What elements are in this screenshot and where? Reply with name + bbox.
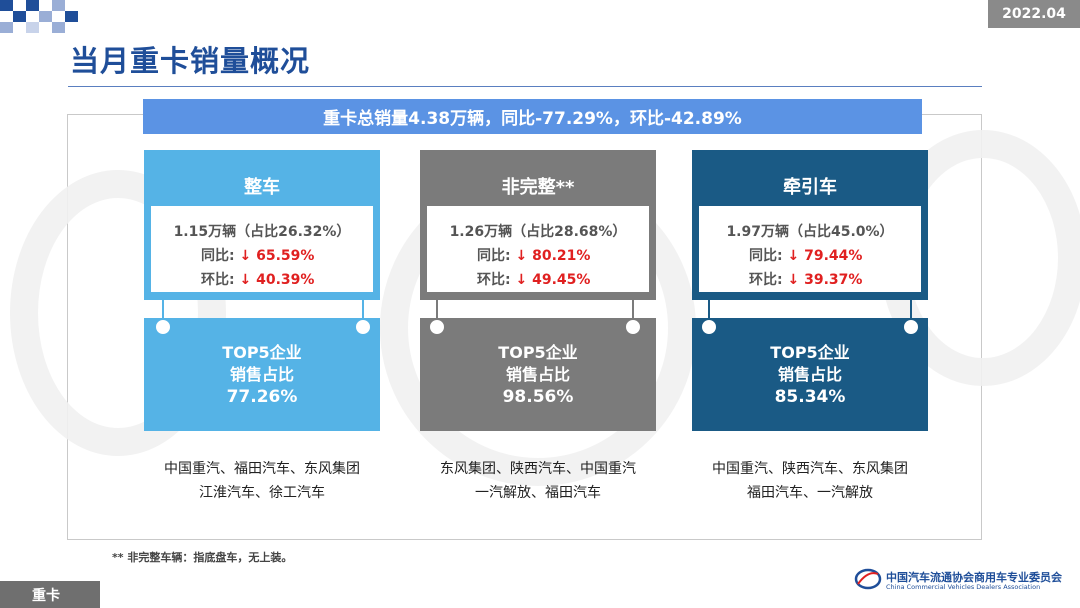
card-share: 1.15万辆（占比26.32%） (173, 224, 351, 240)
connector-dot (154, 318, 172, 336)
connector-dot (700, 318, 718, 336)
connector-line (362, 300, 364, 318)
card-share: 1.26万辆（占比28.68%） (449, 224, 627, 240)
top5-line1: TOP5企业 (498, 342, 578, 362)
company-line: 中国重汽、陕西汽车、东风集团 (712, 461, 908, 477)
card-stats: 1.26万辆（占比28.68%） 同比: ↓ 80.21% 环比: ↓ 49.4… (427, 206, 649, 292)
top5-line1: TOP5企业 (222, 342, 302, 362)
mom-label: 环比: (201, 272, 235, 288)
company-list: 东风集团、陕西汽车、中国重汽 一汽解放、福田汽车 (398, 457, 678, 505)
yoy-label: 同比: (749, 248, 783, 264)
logo-icon (854, 568, 882, 590)
mom-value: ↓ 49.45% (515, 272, 591, 288)
card-title: 非完整** (501, 177, 575, 198)
summary-bar: 重卡总销量4.38万辆，同比-77.29%，环比-42.89% (143, 99, 922, 134)
company-line: 江淮汽车、徐工汽车 (199, 485, 325, 501)
top5-pct: 98.56% (502, 386, 574, 407)
connector-line (632, 300, 634, 318)
connector-line (162, 300, 164, 318)
date-badge: 2022.04 (988, 0, 1080, 28)
card-incomplete-vehicle: 非完整** 1.26万辆（占比28.68%） 同比: ↓ 80.21% 环比: … (420, 150, 656, 300)
mom-label: 环比: (749, 272, 783, 288)
mom-label: 环比: (477, 272, 511, 288)
title-divider (68, 86, 982, 87)
connector-line (910, 300, 912, 318)
top5-share-box: TOP5企业 销售占比 98.56% (420, 318, 656, 431)
card-share: 1.97万辆（占比45.0%） (726, 224, 894, 240)
top5-pct: 85.34% (774, 386, 846, 407)
mom-value: ↓ 39.37% (787, 272, 863, 288)
top5-pct: 77.26% (226, 386, 298, 407)
connector-dot (902, 318, 920, 336)
yoy-value: ↓ 79.44% (787, 248, 863, 264)
card-title: 整车 (244, 177, 280, 198)
connector-line (708, 300, 710, 318)
page-title: 当月重卡销量概况 (70, 44, 311, 78)
company-line: 中国重汽、福田汽车、东风集团 (164, 461, 360, 477)
top5-line2: 销售占比 (777, 364, 842, 384)
mom-row: 环比: ↓ 49.45% (477, 269, 649, 289)
yoy-value: ↓ 65.59% (239, 248, 315, 264)
yoy-row: 同比: ↓ 65.59% (201, 245, 373, 265)
top5-line2: 销售占比 (505, 364, 570, 384)
company-list: 中国重汽、陕西汽车、东风集团 福田汽车、一汽解放 (670, 457, 950, 505)
top5-line1: TOP5企业 (770, 342, 850, 362)
connector-line (436, 300, 438, 318)
yoy-label: 同比: (201, 248, 235, 264)
company-line: 福田汽车、一汽解放 (747, 485, 873, 501)
company-line: 一汽解放、福田汽车 (475, 485, 601, 501)
mom-row: 环比: ↓ 39.37% (749, 269, 921, 289)
yoy-value: ↓ 80.21% (515, 248, 591, 264)
top5-line2: 销售占比 (229, 364, 294, 384)
company-line: 东风集团、陕西汽车、中国重汽 (440, 461, 636, 477)
logo-text-cn: 中国汽车流通协会商用车专业委员会 (886, 571, 1062, 584)
footnote: ** 非完整车辆：指底盘车，无上装。 (112, 551, 293, 564)
association-logo: 中国汽车流通协会商用车专业委员会 China Commercial Vehicl… (854, 566, 1074, 596)
connector-dot (354, 318, 372, 336)
corner-checker-decoration (0, 0, 100, 40)
yoy-label: 同比: (477, 248, 511, 264)
card-title: 牵引车 (783, 177, 837, 198)
connector-dot (428, 318, 446, 336)
yoy-row: 同比: ↓ 79.44% (749, 245, 921, 265)
card-stats: 1.15万辆（占比26.32%） 同比: ↓ 65.59% 环比: ↓ 40.3… (151, 206, 373, 292)
card-stats: 1.97万辆（占比45.0%） 同比: ↓ 79.44% 环比: ↓ 39.37… (699, 206, 921, 292)
connector-dot (624, 318, 642, 336)
card-complete-vehicle: 整车 1.15万辆（占比26.32%） 同比: ↓ 65.59% 环比: ↓ 4… (144, 150, 380, 300)
top5-share-box: TOP5企业 销售占比 85.34% (692, 318, 928, 431)
logo-text-en: China Commercial Vehicles Dealers Associ… (886, 583, 1041, 591)
section-label: 重卡 (0, 581, 100, 608)
mom-value: ↓ 40.39% (239, 272, 315, 288)
mom-row: 环比: ↓ 40.39% (201, 269, 373, 289)
company-list: 中国重汽、福田汽车、东风集团 江淮汽车、徐工汽车 (122, 457, 402, 505)
top5-share-box: TOP5企业 销售占比 77.26% (144, 318, 380, 431)
card-tractor: 牵引车 1.97万辆（占比45.0%） 同比: ↓ 79.44% 环比: ↓ 3… (692, 150, 928, 300)
yoy-row: 同比: ↓ 80.21% (477, 245, 649, 265)
